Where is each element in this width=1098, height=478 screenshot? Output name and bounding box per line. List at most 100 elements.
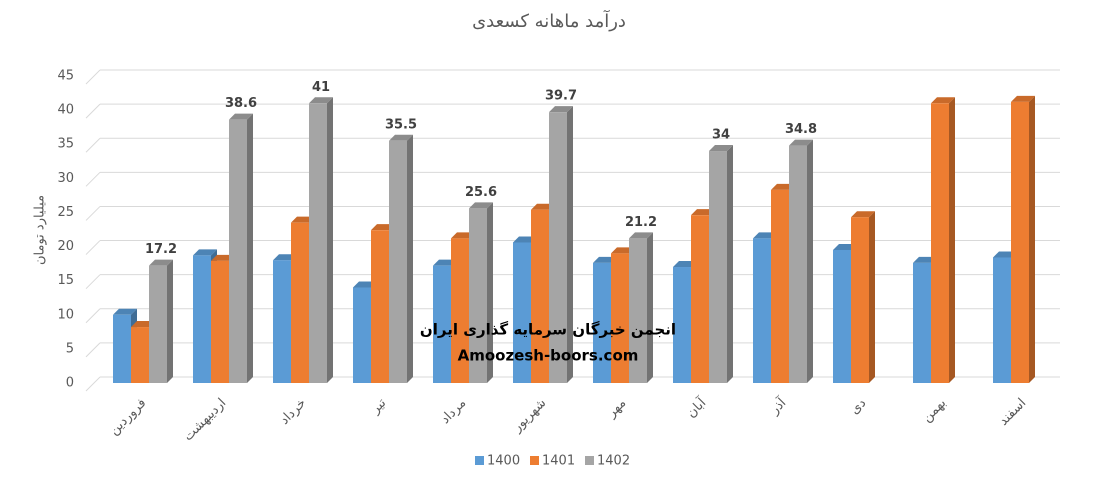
x-tick-label: مرداد xyxy=(438,396,469,427)
grid-line xyxy=(85,274,101,290)
bar xyxy=(789,145,807,383)
data-label: 35.5 xyxy=(385,117,417,132)
grid-line xyxy=(85,69,101,85)
bar xyxy=(691,215,709,383)
bar xyxy=(469,208,487,383)
bar xyxy=(611,253,629,383)
bar-top xyxy=(149,259,173,266)
x-tick-label: خرداد xyxy=(277,396,309,428)
y-tick-label: 0 xyxy=(66,376,74,391)
bar xyxy=(549,112,567,383)
y-tick-label: 25 xyxy=(57,205,74,220)
x-tick-label: آبان xyxy=(683,393,711,421)
data-label: 41 xyxy=(312,80,330,95)
y-tick-label: 5 xyxy=(66,341,74,356)
data-label: 34 xyxy=(712,128,730,143)
bar xyxy=(833,249,851,383)
bar xyxy=(389,140,407,383)
bar xyxy=(629,238,647,383)
bar xyxy=(113,314,131,383)
grid-line xyxy=(85,240,101,255)
bar-side xyxy=(567,106,573,383)
bar xyxy=(451,238,469,383)
bar-side xyxy=(807,139,813,383)
bar-top xyxy=(113,308,137,315)
annotation: انجمن خبرگان سرمایه گذاری ایران xyxy=(420,321,676,339)
grid-line xyxy=(85,308,101,324)
bar-top xyxy=(193,249,217,256)
data-label: 34.8 xyxy=(785,122,817,137)
bar xyxy=(931,103,949,384)
bar-top xyxy=(549,106,573,113)
y-tick-label: 35 xyxy=(57,137,74,152)
bar xyxy=(193,255,211,383)
y-tick-label: 40 xyxy=(57,103,74,118)
bar-top xyxy=(389,134,413,141)
bar xyxy=(993,257,1011,383)
bar-top xyxy=(469,202,493,209)
y-axis-label: میلیارد تومان xyxy=(33,195,48,265)
bar xyxy=(531,209,549,383)
bar-side xyxy=(487,202,493,383)
grid-line xyxy=(85,376,101,392)
x-tick-label: دی xyxy=(847,396,869,418)
bar xyxy=(149,265,167,383)
bar xyxy=(913,262,931,383)
bar-side xyxy=(327,97,333,384)
bar xyxy=(273,260,291,383)
legend-swatch xyxy=(530,456,539,465)
grid-line xyxy=(85,103,101,119)
bar-top xyxy=(229,113,253,120)
bar-side xyxy=(727,145,733,383)
bar xyxy=(229,119,247,383)
bar xyxy=(371,230,389,383)
y-tick-label: 20 xyxy=(57,239,74,254)
bar xyxy=(131,327,149,383)
x-tick-label: آذر xyxy=(765,393,790,418)
bar-top xyxy=(931,97,955,104)
bar-side xyxy=(949,97,955,384)
x-tick-label: شهریور xyxy=(509,396,549,436)
data-label: 38.6 xyxy=(225,96,257,111)
grid-line xyxy=(85,342,101,358)
bar xyxy=(593,262,611,383)
bar xyxy=(309,103,327,384)
bar-top xyxy=(1011,95,1035,102)
bar-side xyxy=(407,134,413,383)
x-tick-label: فروردین xyxy=(107,396,150,439)
grid-line xyxy=(85,206,101,221)
x-tick-label: تیر xyxy=(368,395,390,417)
legend-label: 1400 xyxy=(487,454,520,469)
bar-top xyxy=(789,139,813,146)
legend-label: 1401 xyxy=(542,454,575,469)
legend-swatch xyxy=(585,456,594,465)
bar xyxy=(291,222,309,383)
bar-top xyxy=(851,211,875,218)
bar xyxy=(753,238,771,383)
bar-side xyxy=(167,259,173,383)
y-tick-label: 30 xyxy=(57,171,74,186)
bar xyxy=(771,189,789,383)
y-tick-label: 45 xyxy=(57,69,74,84)
bar xyxy=(353,287,371,383)
bar-top xyxy=(709,145,733,152)
bar xyxy=(433,265,451,383)
data-label: 25.6 xyxy=(465,185,497,200)
y-tick-label: 10 xyxy=(57,307,74,322)
bar-side xyxy=(869,211,875,383)
x-tick-label: بهمن xyxy=(920,396,950,426)
bar-top xyxy=(629,232,653,239)
bar-side xyxy=(1029,95,1035,384)
annotation: Amoozesh-boors.com xyxy=(458,347,639,365)
grid-line xyxy=(85,171,101,187)
data-label: 17.2 xyxy=(145,242,177,257)
bar xyxy=(513,242,531,383)
x-tick-label: اردیبهشت xyxy=(181,396,229,444)
data-label: 39.7 xyxy=(545,89,577,104)
grid-line xyxy=(85,137,101,153)
bar xyxy=(1011,101,1029,384)
legend-label: 1402 xyxy=(597,454,630,469)
bar-top xyxy=(309,97,333,104)
data-label: 21.2 xyxy=(625,215,657,230)
